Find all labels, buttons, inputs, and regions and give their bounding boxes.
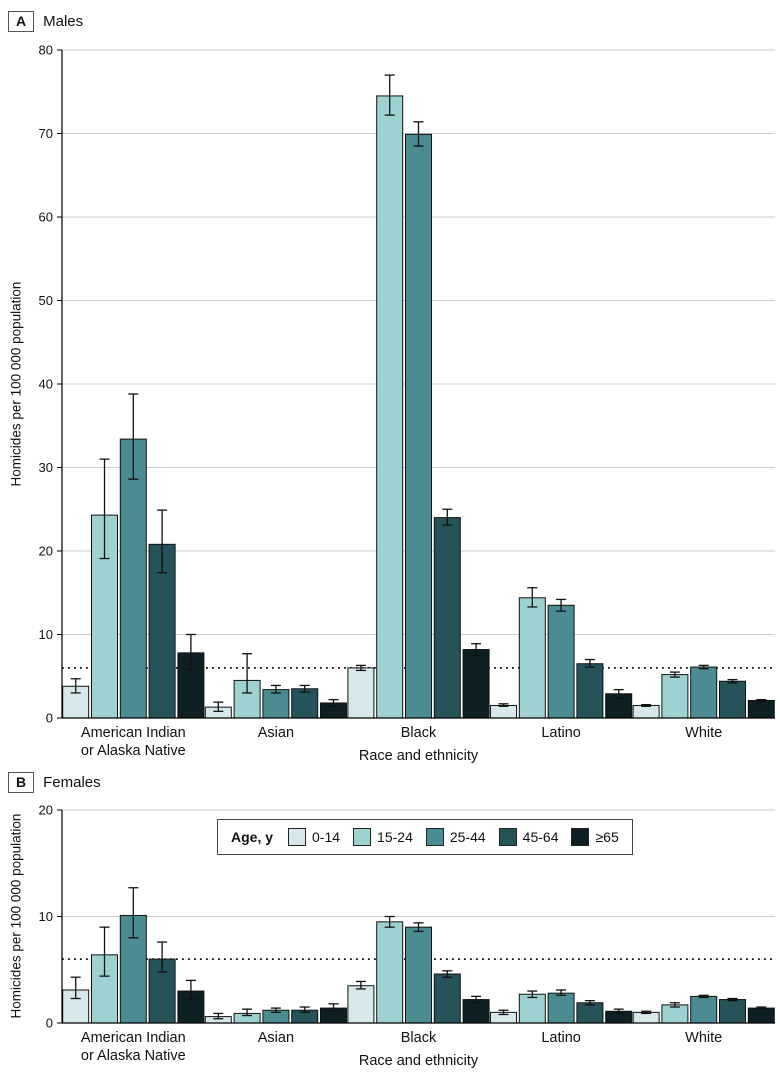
legend-label: 45-64 [522,829,559,845]
legend-label: ≥65 [595,829,619,845]
panel-a-x-axis-label: Race and ethnicity [358,748,479,764]
svg-text:80: 80 [39,43,53,58]
panel-a-title: Males [43,13,84,30]
svg-text:30: 30 [39,460,53,475]
panel-b-title: Females [43,774,101,791]
svg-text:10: 10 [39,909,53,924]
svg-text:Black: Black [401,725,437,741]
legend-swatch-15-24 [353,828,372,846]
panel-a-header: A Males [8,11,83,32]
legend-swatch-0-14 [288,828,307,846]
legend-title: Age, y [231,829,274,845]
svg-text:White: White [685,1030,722,1046]
legend-item-25-44: 25-44 [425,828,486,846]
panel-b-header: B Females [8,772,101,793]
svg-text:White: White [685,725,722,741]
svg-text:70: 70 [39,126,53,141]
legend-swatch-45-64 [498,828,517,846]
legend-item-45-64: 45-64 [498,828,559,846]
svg-text:20: 20 [39,544,53,559]
svg-text:0: 0 [46,711,53,726]
svg-text:or Alaska Native: or Alaska Native [81,1048,186,1064]
legend-swatch-≥65 [571,828,590,846]
legend-swatch-25-44 [425,828,444,846]
svg-text:10: 10 [39,627,53,642]
svg-text:60: 60 [39,210,53,225]
panel-a-letter: A [8,11,35,32]
panel-b-x-axis-label: Race and ethnicity [358,1053,479,1069]
svg-text:Latino: Latino [541,1030,581,1046]
svg-text:Asian: Asian [258,725,294,741]
svg-text:American Indian: American Indian [81,1030,186,1046]
svg-text:Latino: Latino [541,725,581,741]
svg-text:20: 20 [39,803,53,818]
svg-text:Black: Black [401,1030,437,1046]
females-bar-chart: 0 10 20 American Indian or Alaska Native Asia… [39,803,775,1064]
svg-text:50: 50 [39,293,53,308]
age-legend: Age, y 0-14 15-24 25-44 45-64 ≥65 [217,819,633,855]
legend-label: 25-44 [449,829,486,845]
legend-item-15-24: 15-24 [353,828,413,846]
svg-text:or Alaska Native: or Alaska Native [81,743,186,759]
svg-text:40: 40 [39,377,53,392]
legend-label: 0-14 [312,829,341,845]
legend-item-0-14: 0-14 [288,828,340,846]
males-bar-chart: 0 10 20 30 40 50 60 70 80 American Indian or Alask… [39,43,775,759]
panel-b-letter: B [8,772,35,793]
svg-text:American Indian: American Indian [81,725,186,741]
svg-text:0: 0 [46,1016,53,1031]
svg-text:Asian: Asian [258,1030,294,1046]
legend-item-≥65: ≥65 [571,828,619,846]
legend-label: 15-24 [377,829,413,845]
